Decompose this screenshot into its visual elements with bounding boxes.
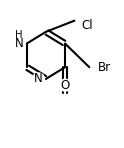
Circle shape [92, 61, 104, 73]
Circle shape [59, 79, 71, 91]
Circle shape [32, 73, 44, 85]
Circle shape [76, 20, 88, 32]
Text: N: N [34, 73, 43, 85]
Text: Br: Br [98, 61, 111, 74]
Circle shape [13, 38, 25, 50]
Text: O: O [61, 79, 70, 92]
Text: H: H [16, 30, 23, 40]
Text: Cl: Cl [82, 19, 93, 32]
Text: N: N [15, 37, 24, 50]
